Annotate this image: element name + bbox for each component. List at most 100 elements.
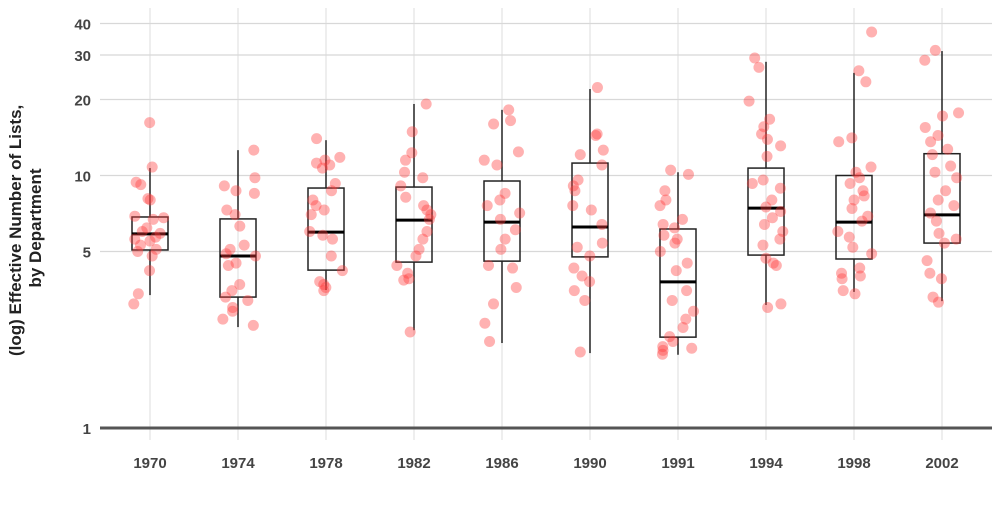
x-tick-label: 1991 <box>661 455 694 472</box>
data-point <box>423 213 435 225</box>
data-point <box>767 257 779 269</box>
data-point <box>775 206 787 218</box>
data-point <box>585 204 597 216</box>
data-point <box>402 267 414 279</box>
data-point <box>777 226 789 238</box>
data-point <box>669 237 681 249</box>
data-point <box>479 317 491 329</box>
data-point <box>218 180 230 192</box>
data-point <box>762 302 774 314</box>
data-point <box>224 243 236 255</box>
data-point <box>775 140 787 152</box>
data-point <box>307 194 319 206</box>
data-point <box>753 61 765 73</box>
data-point <box>421 226 433 238</box>
data-point <box>656 348 668 360</box>
data-point <box>319 154 331 166</box>
data-point <box>227 305 239 317</box>
data-point <box>760 252 772 264</box>
data-point <box>247 319 259 331</box>
data-point <box>144 117 156 129</box>
data-point <box>134 239 146 251</box>
data-point <box>320 282 332 294</box>
data-point <box>484 336 496 348</box>
data-point <box>234 279 246 291</box>
data-point <box>865 161 877 173</box>
data-point <box>249 172 261 184</box>
data-point <box>759 218 771 230</box>
data-point <box>334 151 346 163</box>
data-point <box>572 174 584 186</box>
data-point <box>503 104 515 116</box>
y-tick-label: 20 <box>74 92 91 109</box>
data-point <box>510 282 522 294</box>
data-point <box>659 185 671 197</box>
box <box>219 218 257 298</box>
data-point <box>230 257 242 269</box>
data-point <box>400 154 412 166</box>
data-point <box>413 243 425 255</box>
data-point <box>687 305 699 317</box>
data-point <box>681 257 693 269</box>
y-tick-label: 30 <box>74 48 91 65</box>
data-point <box>230 185 242 197</box>
data-point <box>929 44 941 56</box>
data-point <box>220 291 232 303</box>
box <box>923 152 961 244</box>
data-point <box>568 285 580 297</box>
box <box>395 186 433 263</box>
data-point <box>953 107 965 119</box>
data-point <box>848 194 860 206</box>
data-point <box>147 213 159 225</box>
data-point <box>222 260 234 272</box>
data-point <box>509 224 521 236</box>
data-point <box>584 250 596 262</box>
y-axis: 1 5 10 20 30 40 <box>74 16 91 438</box>
data-point <box>567 200 579 212</box>
data-point <box>774 233 786 245</box>
data-point <box>314 276 326 288</box>
x-tick-label: 2002 <box>925 455 958 472</box>
data-point <box>948 200 960 212</box>
data-point <box>681 285 693 297</box>
box <box>835 174 873 260</box>
data-point <box>843 231 855 243</box>
data-point <box>686 342 698 354</box>
x-tick-label: 1982 <box>397 455 430 472</box>
data-point <box>579 294 591 306</box>
boxes <box>131 51 961 355</box>
data-point <box>326 185 338 197</box>
data-point <box>764 113 776 125</box>
data-point <box>743 95 755 107</box>
data-point <box>757 239 769 251</box>
y-tick-label: 10 <box>74 169 91 186</box>
x-tick-label: 1998 <box>837 455 870 472</box>
data-point <box>318 279 330 291</box>
data-point <box>248 144 260 156</box>
data-point <box>919 121 931 133</box>
data-point <box>154 227 166 239</box>
data-point <box>836 273 848 285</box>
data-point <box>403 273 415 285</box>
data-point <box>494 194 506 206</box>
data-point <box>420 98 432 110</box>
data-point <box>766 194 778 206</box>
data-point <box>425 209 437 221</box>
data-point <box>132 288 144 300</box>
data-point <box>591 128 603 140</box>
data-point <box>507 262 519 274</box>
data-point <box>146 250 158 262</box>
data-point <box>666 294 678 306</box>
data-point <box>567 180 579 192</box>
data-point <box>749 52 761 64</box>
data-point <box>846 132 858 144</box>
data-point <box>766 212 778 224</box>
data-point <box>775 298 787 310</box>
data-point <box>417 172 429 184</box>
data-point <box>226 285 238 297</box>
data-point <box>660 194 672 206</box>
data-point <box>410 250 422 262</box>
y-tick-label: 40 <box>74 16 91 33</box>
data-point <box>569 185 581 197</box>
